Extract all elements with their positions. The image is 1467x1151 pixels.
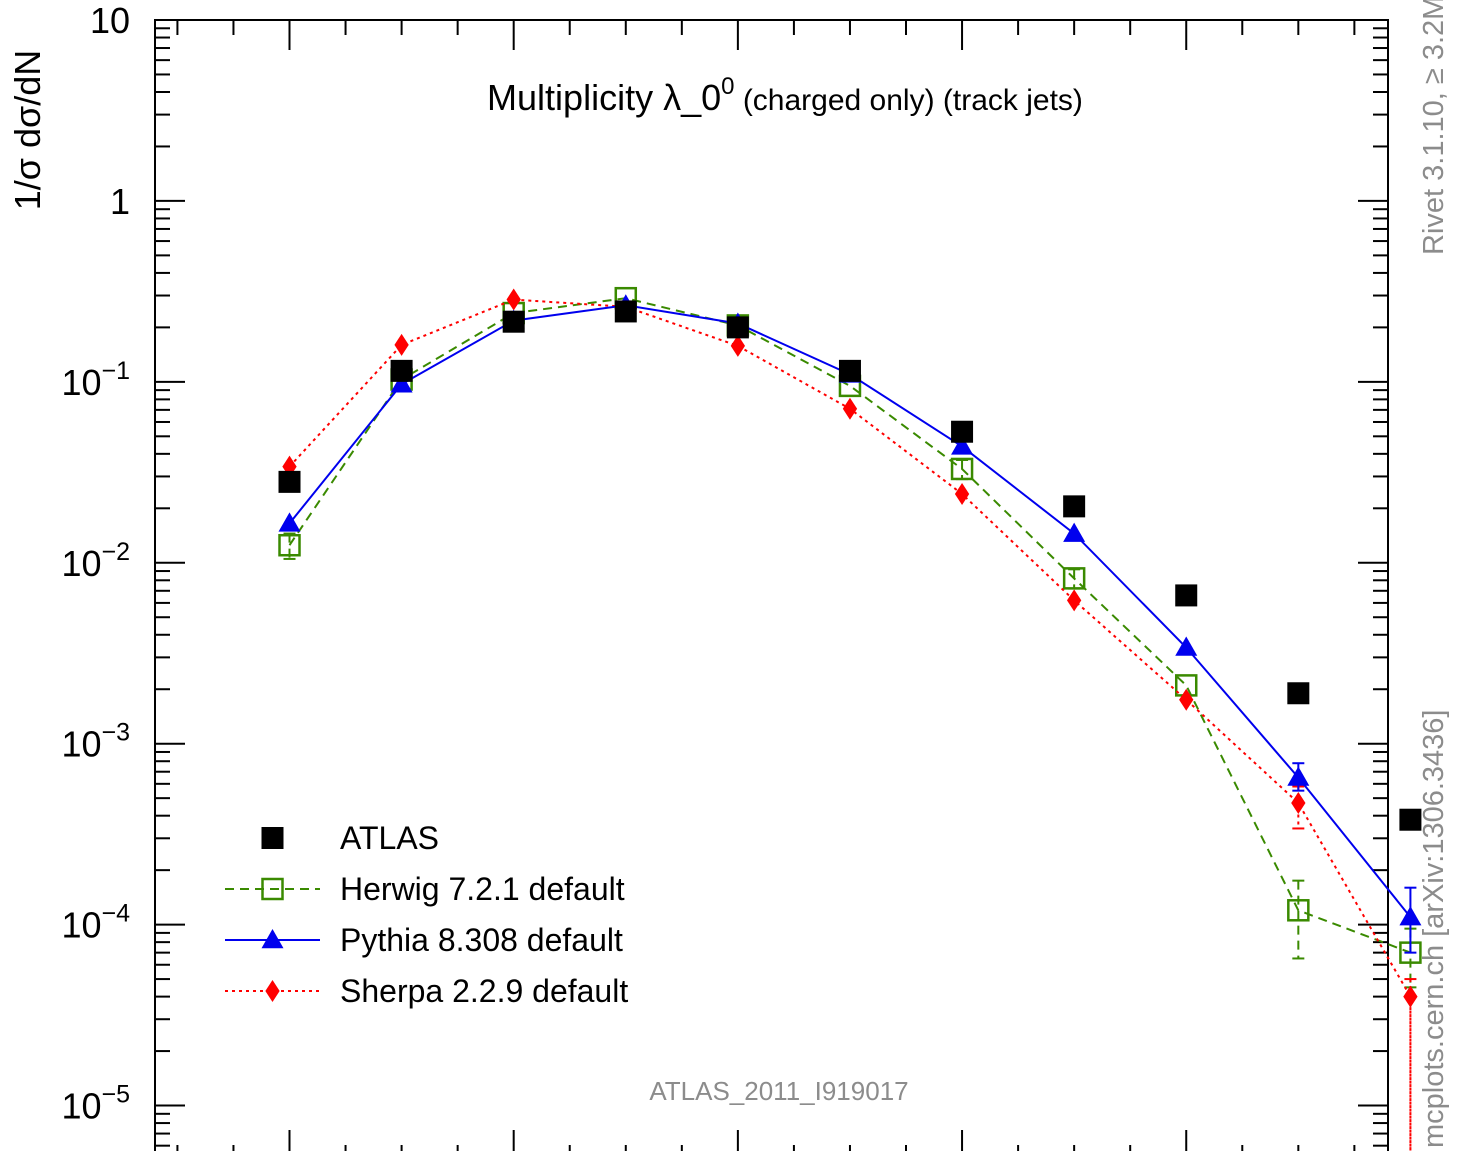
marker-square-filled	[838, 359, 861, 382]
y-tick-label: 10−3	[61, 719, 130, 765]
y-tick-labels: 10 1 10−1 10−2 10−3 10−4 10−5	[61, 0, 130, 1127]
marker-square-open	[950, 457, 974, 481]
y-axis-label: 1/σ dσ/dN	[7, 50, 48, 211]
y-tick-label: 10−5	[61, 1081, 130, 1127]
marker-triangle	[261, 929, 284, 949]
marker-triangle	[1287, 766, 1310, 786]
marker-square-filled	[1175, 584, 1198, 607]
marker-square-filled	[278, 470, 301, 493]
y-tick-label: 10	[90, 0, 130, 41]
marker-square-filled	[1399, 808, 1422, 831]
legend-entry: ATLAS	[261, 820, 439, 856]
marker-diamond	[1403, 985, 1418, 1008]
marker-triangle	[951, 435, 974, 455]
marker-square-filled	[390, 359, 413, 382]
y-tick-label: 10−1	[61, 357, 130, 403]
marker-square-open	[278, 533, 301, 557]
marker-square-filled	[1063, 495, 1086, 518]
legend: ATLAS Herwig 7.2.1 default Pythia 8.308 de…	[225, 820, 628, 1009]
marker-triangle	[1399, 906, 1422, 926]
y-tick-label: 1	[110, 181, 130, 222]
chart-title: Multiplicity λ_00 (charged only) (track …	[487, 73, 1083, 118]
analysis-annotation: ATLAS_2011_I919017	[649, 1076, 908, 1106]
marker-diamond	[954, 482, 970, 505]
legend-label: Sherpa 2.2.9 default	[340, 973, 628, 1009]
marker-triangle	[1175, 636, 1198, 656]
marker-diamond	[282, 455, 297, 478]
marker-square-open	[261, 877, 284, 901]
marker-diamond	[506, 288, 521, 311]
marker-square-open	[1062, 567, 1086, 590]
chart-title-suffix: (charged only) (track jets)	[734, 84, 1082, 117]
marker-diamond	[1291, 792, 1306, 815]
marker-square-filled	[261, 827, 284, 849]
legend-label: Pythia 8.308 default	[340, 922, 623, 958]
marker-diamond	[394, 333, 409, 356]
chart-title-main: Multiplicity λ_0	[487, 77, 721, 118]
marker-square-filled	[614, 300, 637, 323]
marker-square-open	[1287, 899, 1310, 922]
marker-diamond	[1066, 589, 1082, 612]
marker-diamond	[265, 980, 280, 1002]
legend-entry: Pythia 8.308 default	[225, 922, 623, 958]
marker-triangle	[278, 512, 301, 532]
axis-ticks	[155, 19, 1388, 1151]
marker-square-filled	[726, 316, 749, 339]
side-label-mcplots: mcplots.cern.ch [arXiv:1306.3436]	[1418, 710, 1450, 1148]
legend-label: Herwig 7.2.1 default	[340, 871, 625, 907]
marker-diamond	[842, 397, 858, 420]
y-tick-label: 10−4	[61, 900, 130, 946]
series-pythia	[278, 294, 1422, 954]
marker-triangle	[1063, 522, 1086, 542]
marker-diamond	[1179, 688, 1194, 711]
series-line	[288, 297, 1411, 954]
marker-diamond	[730, 334, 746, 357]
marker-square-filled	[1287, 682, 1310, 705]
marker-square-filled	[502, 310, 525, 333]
series-atlas	[278, 300, 1422, 831]
data-series	[278, 286, 1422, 1151]
marker-square-filled	[951, 420, 974, 443]
chart-title-superscript: 0	[721, 73, 734, 100]
legend-label: ATLAS	[340, 820, 439, 856]
legend-entry: Herwig 7.2.1 default	[225, 871, 625, 907]
marker-triangle	[390, 373, 413, 393]
side-label-rivet: Rivet 3.1.10, ≥ 3.2M events	[1418, 0, 1450, 255]
legend-entry: Sherpa 2.2.9 default	[225, 973, 628, 1009]
y-tick-label: 10−2	[61, 538, 130, 584]
